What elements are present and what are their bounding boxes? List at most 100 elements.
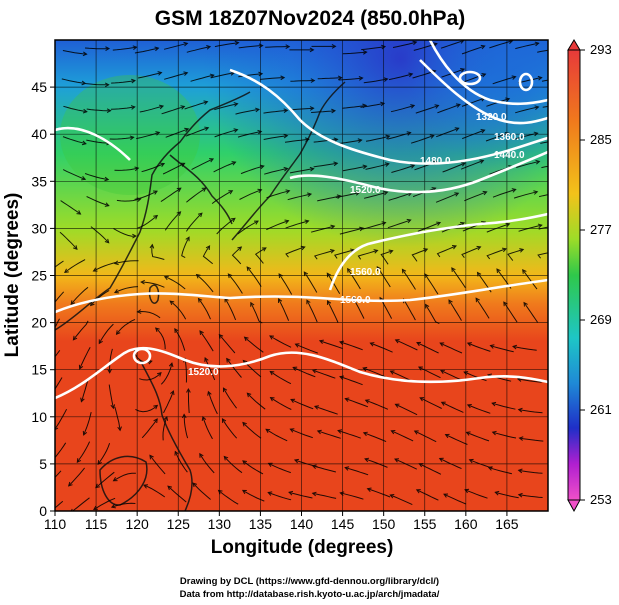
streamline xyxy=(55,470,62,479)
streamline xyxy=(424,273,439,295)
streamline-arrowhead xyxy=(73,245,78,251)
streamline-arrowhead xyxy=(157,71,163,76)
streamline-arrowhead xyxy=(303,271,309,277)
streamline-arrowhead xyxy=(369,342,375,347)
streamline-arrowhead xyxy=(203,100,209,105)
streamline-arrowhead xyxy=(454,127,460,132)
streamline xyxy=(55,260,64,268)
streamline-arrowhead xyxy=(192,482,198,488)
streamline xyxy=(319,340,343,349)
streamline xyxy=(518,409,543,414)
streamline-arrowhead xyxy=(329,249,336,254)
streamline-arrowhead xyxy=(89,301,95,307)
contour-label: 1560.0 xyxy=(350,267,381,278)
streamline xyxy=(492,402,516,410)
streamline xyxy=(221,418,238,439)
colorbar-scale xyxy=(567,49,581,501)
streamline-arrowhead xyxy=(265,428,271,434)
streamline xyxy=(190,74,214,82)
streamline xyxy=(136,131,160,140)
streamline-arrowhead xyxy=(336,194,342,199)
streamline xyxy=(314,405,338,415)
streamline-arrowhead xyxy=(423,248,429,253)
streamline xyxy=(214,129,238,138)
streamline-arrowhead xyxy=(364,457,370,463)
streamline-arrowhead xyxy=(242,460,247,465)
streamline xyxy=(523,302,539,323)
streamline-arrowhead xyxy=(311,491,317,497)
streamline-arrowhead xyxy=(460,67,466,73)
streamline xyxy=(419,463,442,475)
streamline xyxy=(134,47,159,54)
streamline xyxy=(240,165,264,175)
streamline xyxy=(246,392,266,410)
streamline xyxy=(55,500,64,509)
streamline-arrowhead xyxy=(357,138,363,143)
streamline-arrowhead xyxy=(481,72,487,78)
streamline-arrowhead xyxy=(434,104,440,109)
streamline xyxy=(76,441,91,463)
streamline-arrowhead xyxy=(313,405,319,410)
streamline-arrowhead xyxy=(419,397,425,402)
streamline xyxy=(80,378,89,402)
x-tick-label: 145 xyxy=(331,516,355,532)
streamline xyxy=(90,289,110,306)
coastline-asia xyxy=(55,91,251,331)
streamline xyxy=(263,109,288,114)
streamline xyxy=(167,485,187,503)
contour-west xyxy=(55,126,131,161)
contour-label: 1320.0 xyxy=(476,112,507,123)
streamline-arrowhead xyxy=(401,268,407,274)
streamline xyxy=(114,406,121,431)
streamline-arrowhead xyxy=(70,508,73,511)
streamline xyxy=(503,301,518,323)
streamline-arrowhead xyxy=(197,297,203,303)
streamline xyxy=(365,163,389,170)
streamline-arrowhead xyxy=(309,106,315,111)
streamline-arrowhead xyxy=(496,268,501,274)
streamline-arrowhead xyxy=(311,464,317,469)
streamline-arrowhead xyxy=(557,47,561,51)
streamline xyxy=(435,192,459,203)
streamline xyxy=(141,418,158,439)
contour-label: 1520.0 xyxy=(188,367,219,378)
streamline xyxy=(342,104,367,109)
streamline-arrowhead xyxy=(76,458,82,464)
streamline xyxy=(207,391,218,415)
streamline xyxy=(388,73,413,81)
streamline-arrowhead xyxy=(300,245,306,251)
streamline-arrowhead xyxy=(406,131,412,136)
streamline xyxy=(55,318,60,328)
streamline-arrowhead xyxy=(455,103,461,108)
streamline xyxy=(68,467,85,487)
streamline xyxy=(214,42,239,48)
streamline xyxy=(363,78,388,84)
streamline xyxy=(196,274,214,293)
streamline xyxy=(141,163,165,173)
streamline-arrowhead xyxy=(267,462,273,467)
streamline-arrowhead xyxy=(241,489,247,495)
contour-1440 xyxy=(229,68,548,165)
streamline-arrowhead xyxy=(269,335,274,340)
coastline-borneo xyxy=(99,455,148,506)
streamline xyxy=(313,249,335,260)
streamline-arrowhead xyxy=(169,300,175,306)
streamline xyxy=(216,217,236,235)
streamline-arrowhead xyxy=(269,396,275,402)
streamline-arrowhead xyxy=(311,368,317,374)
streamline xyxy=(62,169,86,180)
streamline xyxy=(522,269,538,290)
streamline-arrowhead xyxy=(204,356,209,362)
streamline xyxy=(416,342,439,354)
streamline-arrowhead xyxy=(454,192,460,197)
streamline xyxy=(518,494,543,498)
streamline-arrowhead xyxy=(115,330,121,336)
streamline xyxy=(139,105,164,113)
streamline-arrowhead xyxy=(134,166,140,172)
streamline xyxy=(363,432,387,443)
streamline xyxy=(339,341,363,351)
streamline-arrowhead xyxy=(294,343,300,348)
streamline-arrowhead xyxy=(55,425,59,431)
streamline-arrowhead xyxy=(475,297,480,303)
streamline xyxy=(264,168,288,175)
